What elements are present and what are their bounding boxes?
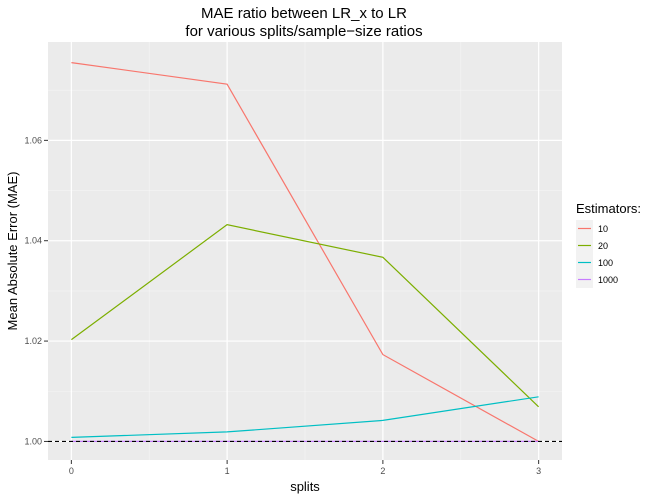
x-tick-label: 1 (225, 466, 230, 476)
y-tick-label: 1.06 (24, 135, 42, 145)
legend-label-1000: 1000 (598, 275, 618, 285)
series-line-20 (71, 224, 540, 408)
y-axis-title: Mean Absolute Error (MAE) (5, 172, 20, 331)
x-axis: 0 1 2 3 (69, 460, 541, 476)
x-axis-title: splits (290, 479, 320, 494)
legend-title: Estimators: (576, 201, 641, 216)
x-tick-label: 2 (380, 466, 385, 476)
chart-title-line-1: MAE ratio between LR_x to LR (201, 5, 407, 22)
legend-label-100: 100 (598, 258, 613, 268)
legend: Estimators: 10 20 100 1000 (576, 201, 641, 288)
y-tick-label: 1.02 (24, 336, 42, 346)
series-line-100 (71, 396, 539, 438)
legend-label-10: 10 (598, 224, 608, 234)
y-tick-label: 1.00 (24, 436, 42, 446)
x-tick-label: 3 (536, 466, 541, 476)
y-axis: 1.00 1.02 1.04 1.06 (24, 135, 48, 446)
x-tick-label: 0 (69, 466, 74, 476)
y-tick-label: 1.04 (24, 236, 42, 246)
legend-label-20: 20 (598, 241, 608, 251)
chart-title-line-2: for various splits/sample−size ratios (185, 23, 422, 40)
series-line-10 (71, 62, 539, 442)
